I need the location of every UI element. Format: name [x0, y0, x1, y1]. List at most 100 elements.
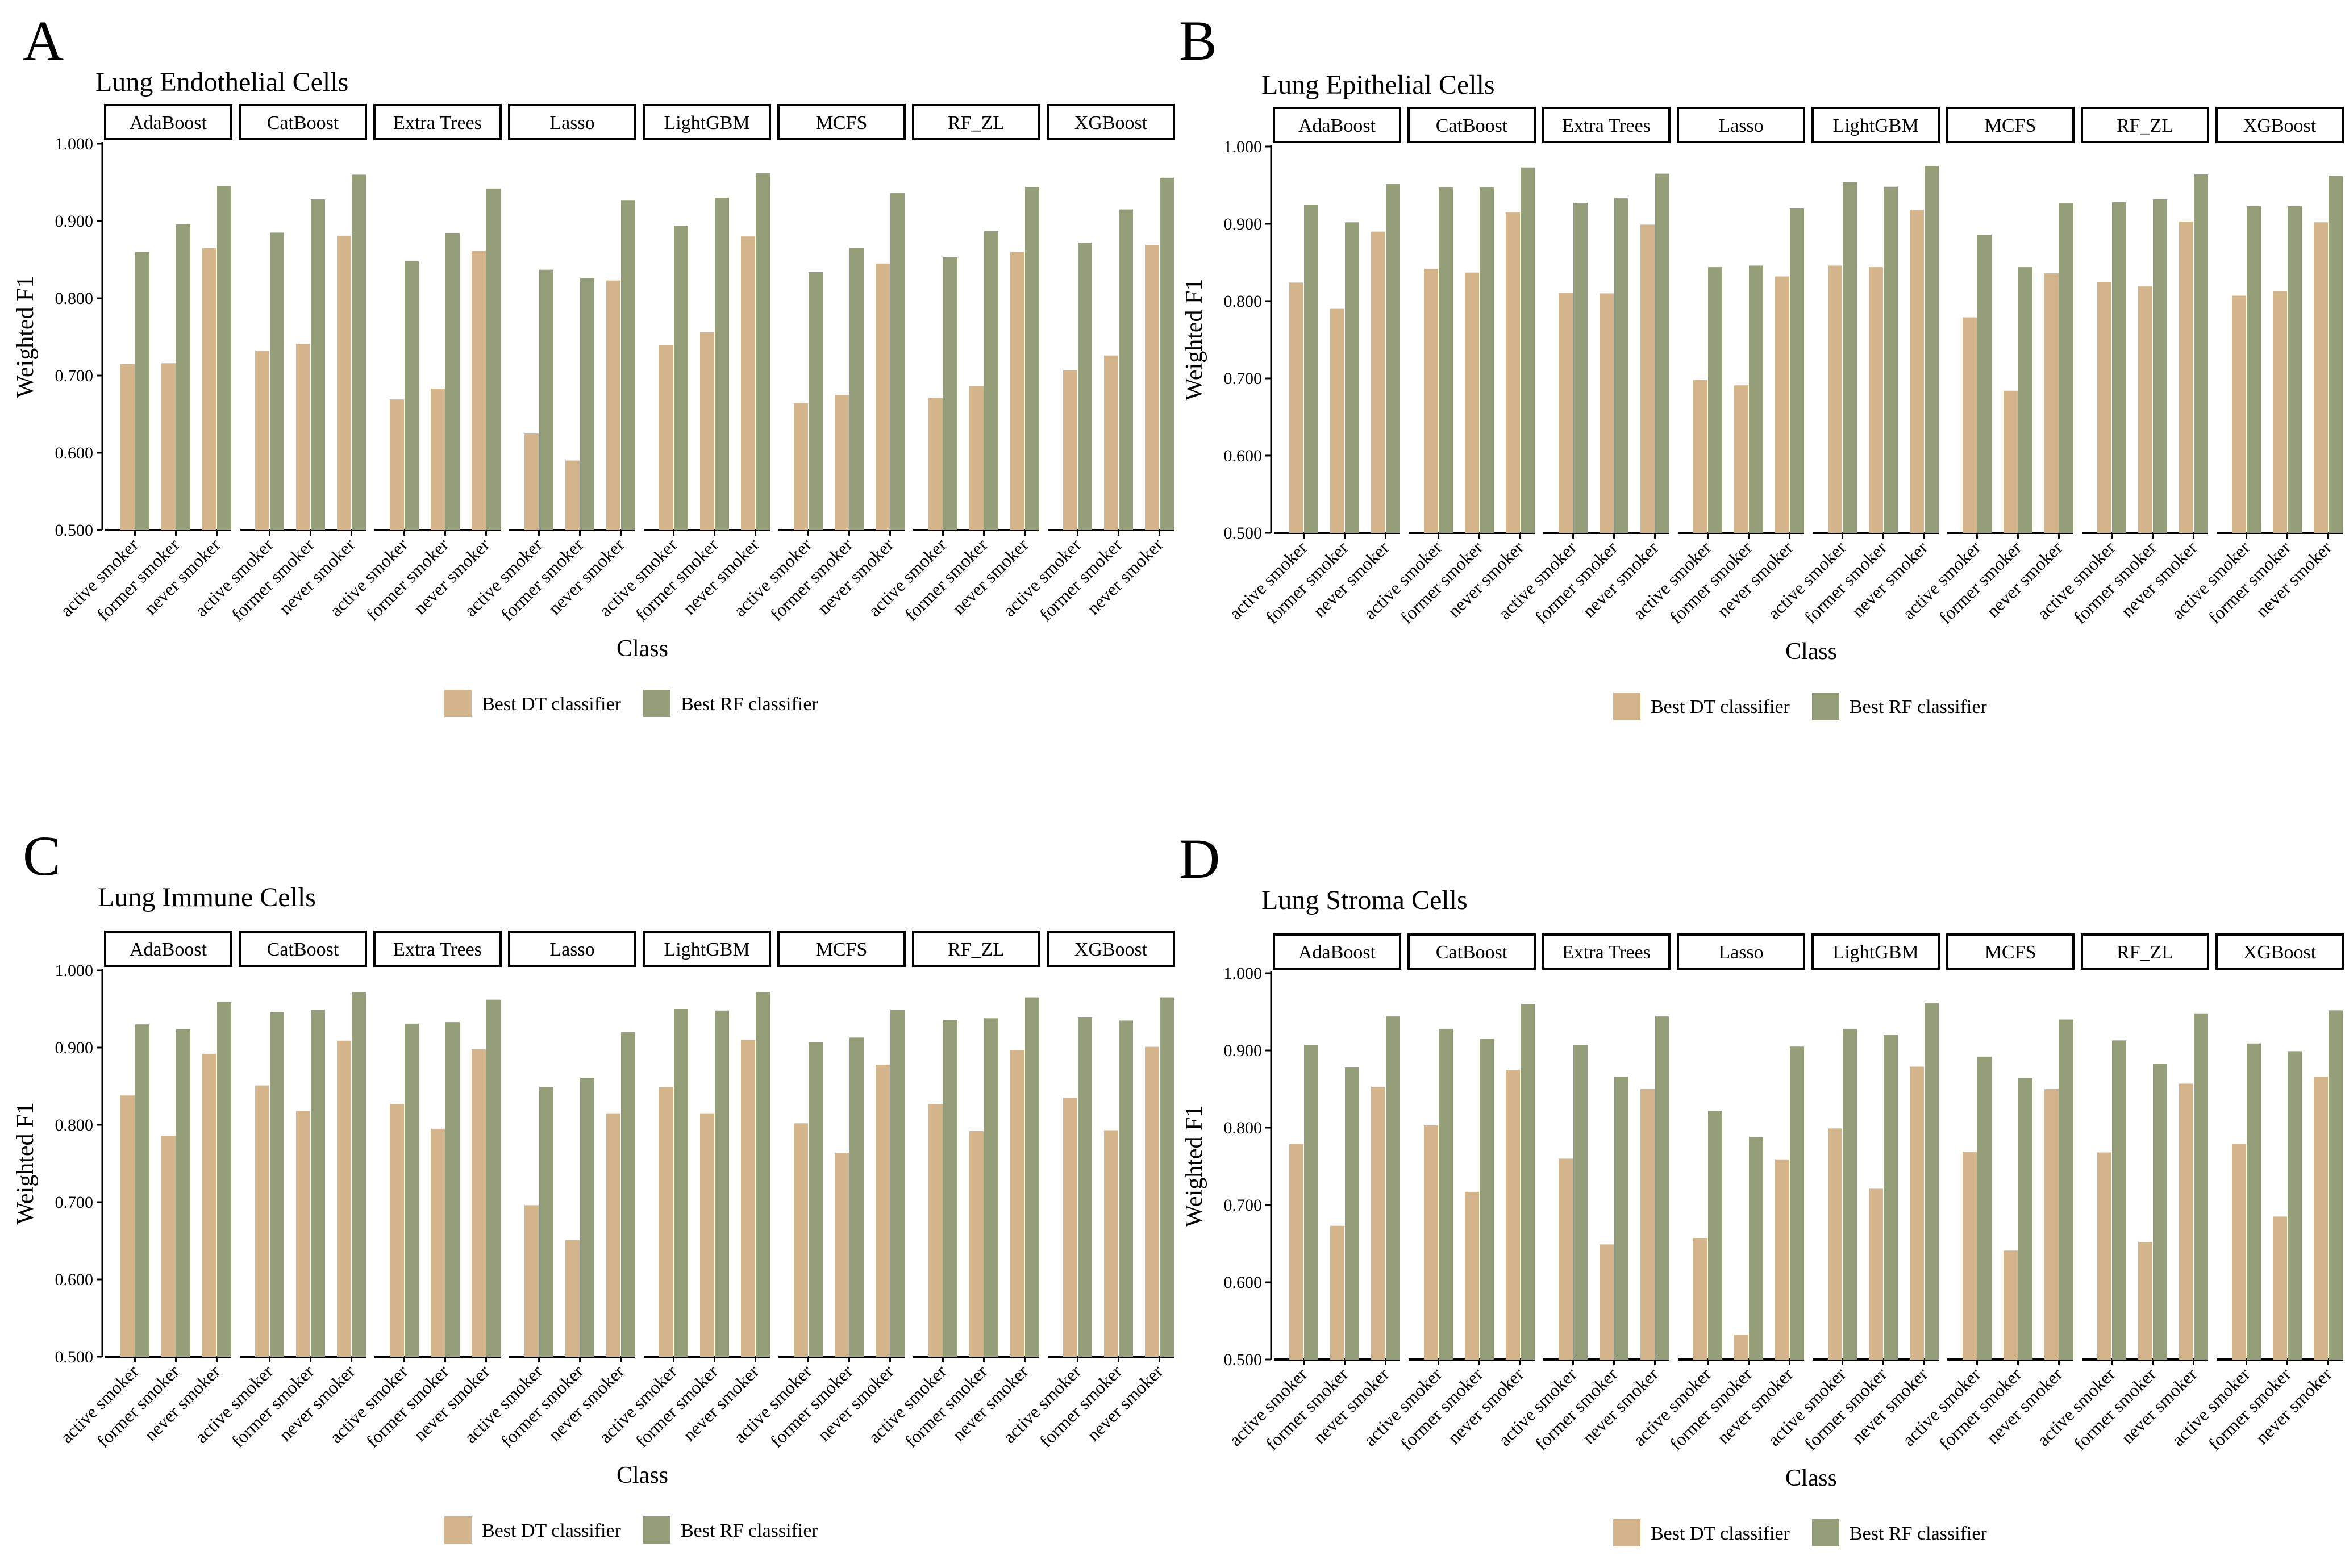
bar-dt: [1145, 1046, 1159, 1357]
bar-dt: [161, 363, 176, 530]
bar-dt: [1869, 1188, 1883, 1360]
bar-dt: [741, 1040, 755, 1357]
bar-rf: [621, 200, 635, 530]
bar-dt: [202, 1053, 216, 1357]
facet-strip: [508, 931, 636, 967]
bar-dt: [1734, 1335, 1748, 1360]
panel-title: Lung Stroma Cells: [1261, 885, 1468, 915]
legend-swatch-rf: [643, 1516, 670, 1544]
facet-label: Lasso: [549, 112, 594, 134]
bar-dt: [472, 1049, 486, 1357]
bar-dt: [928, 1104, 943, 1357]
bar-dt: [1330, 1225, 1344, 1360]
bar-dt: [255, 1085, 269, 1357]
facet-label: XGBoost: [1074, 939, 1148, 960]
bar-dt: [1465, 1191, 1479, 1360]
bar-dt: [1506, 212, 1520, 533]
facet-strip: [1273, 933, 1401, 970]
facet-label: AdaBoost: [1298, 115, 1376, 136]
bar-rf: [1480, 1039, 1494, 1360]
bar-rf: [1439, 1028, 1453, 1360]
facet-label: AdaBoost: [130, 112, 207, 134]
facet-strip: [643, 104, 771, 140]
bar-dt: [1289, 1144, 1303, 1360]
panel-letter: B: [1179, 9, 1217, 72]
bar-dt: [659, 1087, 673, 1357]
bar-dt: [296, 1111, 310, 1357]
bar-rf: [580, 278, 594, 530]
bar-rf: [445, 233, 460, 530]
legend-swatch-dt: [444, 1516, 472, 1544]
bar-dt: [431, 389, 445, 530]
bar-dt: [2314, 222, 2328, 533]
facet-label: MCFS: [1985, 115, 2036, 136]
y-tick-label: 0.600: [1224, 1273, 1263, 1292]
legend-label-rf: Best RF classifier: [681, 694, 818, 715]
bar-rf: [1925, 1003, 1939, 1360]
bar-dt: [1910, 210, 1924, 533]
y-tick-label: 0.800: [55, 1116, 94, 1135]
y-tick-label: 0.900: [55, 1039, 94, 1057]
bar-dt: [1828, 1128, 1842, 1360]
bar-dt: [1371, 231, 1385, 533]
bar-rf: [1119, 209, 1133, 531]
facet-strip: [912, 104, 1040, 140]
legend: Best DT classifier Best RF classifier: [444, 1516, 818, 1544]
bar-dt: [741, 236, 755, 530]
y-tick-label: 0.500: [55, 521, 94, 540]
bar-dt: [255, 351, 269, 530]
bar-rf: [2018, 267, 2032, 533]
bar-dt: [2138, 286, 2152, 533]
bar-rf: [135, 1024, 149, 1357]
bar-rf: [1843, 182, 1857, 533]
bar-rf: [539, 269, 553, 530]
facet-label: RF_ZL: [948, 939, 1005, 960]
bar-dt: [565, 1240, 580, 1357]
bar-rf: [1480, 187, 1494, 533]
legend-label-rf: Best RF classifier: [681, 1520, 818, 1541]
bar-dt: [472, 251, 486, 530]
facet-strip: [1542, 933, 1671, 970]
bar-rf: [352, 992, 366, 1357]
bar-rf: [849, 248, 864, 530]
bar-rf: [176, 224, 190, 530]
bar-dt: [1289, 282, 1303, 533]
bar-dt: [969, 386, 984, 530]
bar-dt: [1640, 1089, 1655, 1360]
y-tick-label: 0.600: [55, 1270, 94, 1289]
legend: Best DT classifier Best RF classifier: [1613, 1519, 1987, 1546]
bar-dt: [659, 345, 673, 530]
bar-dt: [202, 248, 216, 530]
panel-b: B Lung Epithelial Cells 0.500 0.600 0.700 0.8…: [1179, 9, 2344, 720]
panel-title: Lung Epithelial Cells: [1261, 70, 1495, 100]
bar-rf: [756, 992, 770, 1357]
y-tick-label: 0.800: [1224, 1119, 1263, 1137]
facet-strip: [2215, 107, 2344, 143]
bar-rf: [1078, 243, 1092, 530]
bar-rf: [270, 1012, 284, 1357]
facet-strip: [2215, 933, 2344, 970]
bar-rf: [621, 1032, 635, 1357]
bar-rf: [270, 232, 284, 530]
facet-label: Extra Trees: [393, 112, 482, 134]
facet-label: RF_ZL: [948, 112, 1005, 134]
bar-rf: [2112, 1040, 2126, 1360]
facet-label: AdaBoost: [1298, 942, 1376, 963]
bar-dt: [1693, 1238, 1707, 1360]
bar-dt: [2097, 1152, 2111, 1360]
bar-rf: [1708, 1111, 1722, 1360]
bar-dt: [2273, 291, 2287, 533]
y-tick-label: 0.600: [55, 444, 94, 462]
facet-strip: [1047, 104, 1175, 140]
bar-dt: [524, 1205, 539, 1357]
bar-dt: [876, 1064, 890, 1357]
bar-rf: [1345, 1067, 1359, 1360]
facet-label: AdaBoost: [130, 939, 207, 960]
facet-strip: [2081, 933, 2209, 970]
facet-strip: [1946, 107, 2075, 143]
facet-strip: [777, 104, 906, 140]
bar-rf: [1573, 1045, 1588, 1360]
y-tick-label: 0.700: [55, 366, 94, 385]
facet-label: Extra Trees: [393, 939, 482, 960]
panel-c: C Lung Immune Cells 0.500 0.600 0.700 0.800 0.…: [13, 824, 1175, 1544]
